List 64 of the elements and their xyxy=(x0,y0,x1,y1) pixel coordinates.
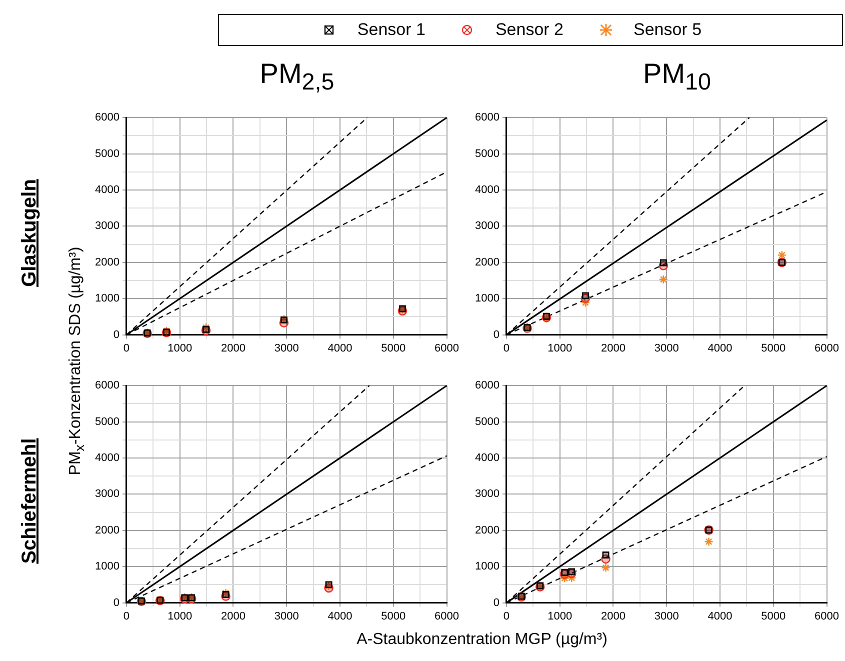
y-tick-label: 4000 xyxy=(94,452,120,464)
y-tick-label: 1000 xyxy=(94,292,120,305)
text: Glaskugeln xyxy=(18,179,42,287)
x-axis-title: A-Staubkonzentration MGP (µg/m³) xyxy=(356,631,608,649)
x-tick-label: 5000 xyxy=(761,610,786,622)
x-tick-label: 5000 xyxy=(761,342,786,354)
y-tick-label: 0 xyxy=(493,596,500,609)
x-tick-label: 0 xyxy=(123,342,130,354)
x-tick-label: 5000 xyxy=(381,610,406,622)
x-tick-label: 0 xyxy=(503,342,510,354)
y-tick-label: 3000 xyxy=(474,488,500,500)
y-tick-label: 2000 xyxy=(94,256,120,268)
y-tick-label: 0 xyxy=(493,328,500,341)
y-tick-label: 5000 xyxy=(474,148,500,160)
y-tick-label: 2000 xyxy=(474,256,500,268)
legend-label: Sensor 5 xyxy=(634,20,702,40)
x-tick-label: 6000 xyxy=(434,342,460,354)
y-tick-label: 1000 xyxy=(474,560,500,573)
x-tick-label: 4000 xyxy=(328,610,352,622)
x-tick-label: 5000 xyxy=(381,342,406,354)
x-tick-label: 3000 xyxy=(654,610,679,622)
y-tick-label: 3000 xyxy=(474,220,500,232)
y-tick-label: 1000 xyxy=(94,560,120,573)
y-tick-label: 0 xyxy=(113,596,120,609)
x-tick-label: 1000 xyxy=(548,342,572,354)
y-tick-label: 0 xyxy=(113,328,120,341)
chart-title: PM$_{2,5}$ xyxy=(258,58,336,96)
y-tick-label: 5000 xyxy=(94,416,120,428)
x-tick-label: 4000 xyxy=(708,610,732,622)
y-tick-label: 6000 xyxy=(474,112,500,124)
chart-title: PM$_{10}$ xyxy=(642,58,712,96)
x-tick-label: 6000 xyxy=(814,342,840,354)
y-tick-label: 6000 xyxy=(94,112,120,124)
x-tick-label: 6000 xyxy=(434,610,460,622)
x-tick-label: 3000 xyxy=(654,342,679,354)
legend-label: Sensor 2 xyxy=(495,20,564,40)
x-tick-label: 1000 xyxy=(168,610,192,622)
x-tick-label: 2000 xyxy=(600,342,626,354)
x-tick-label: 3000 xyxy=(274,342,299,354)
x-tick-label: 1000 xyxy=(548,610,572,622)
legend-label: Sensor 1 xyxy=(357,20,426,40)
x-tick-label: 0 xyxy=(123,610,130,622)
y-tick-label: 5000 xyxy=(94,148,120,160)
y-tick-label: 3000 xyxy=(94,488,120,500)
x-tick-label: 4000 xyxy=(328,342,352,354)
x-tick-label: 6000 xyxy=(814,610,840,622)
y-tick-label: 6000 xyxy=(94,380,120,392)
x-tick-label: 2000 xyxy=(220,342,246,354)
x-tick-label: 3000 xyxy=(274,610,299,622)
y-tick-label: 4000 xyxy=(474,184,500,196)
x-tick-label: 1000 xyxy=(168,342,192,354)
text: Schiefermehl xyxy=(18,438,42,564)
y-tick-label: 2000 xyxy=(94,524,120,536)
y-tick-label: 4000 xyxy=(474,452,500,464)
y-tick-label: 4000 xyxy=(94,184,120,196)
x-tick-label: 0 xyxy=(503,610,510,622)
y-tick-label: 5000 xyxy=(474,416,500,428)
y-tick-label: 2000 xyxy=(474,524,500,536)
y-tick-label: 6000 xyxy=(474,380,500,392)
y-tick-label: 1000 xyxy=(474,292,500,305)
x-tick-label: 2000 xyxy=(600,610,626,622)
y-tick-label: 3000 xyxy=(94,220,120,232)
x-tick-label: 2000 xyxy=(220,610,246,622)
x-tick-label: 4000 xyxy=(708,342,732,354)
